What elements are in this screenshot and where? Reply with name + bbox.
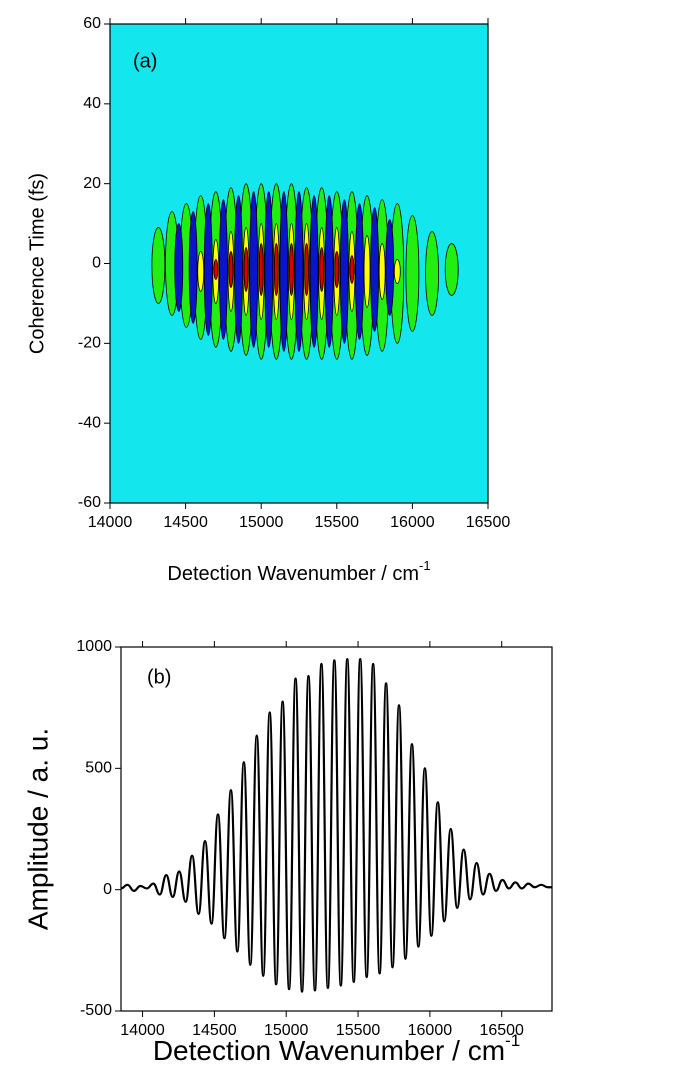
contour-lobe <box>363 235 371 308</box>
contour-lobe <box>188 211 198 324</box>
contour-lobe <box>339 199 349 344</box>
y-tick-label: 1000 <box>76 638 112 655</box>
panel-label: (a) <box>133 50 157 72</box>
contour-lobe <box>289 243 294 296</box>
contour-lobe <box>218 199 228 340</box>
contour-lobe <box>273 243 279 296</box>
contour-lobe <box>228 251 234 288</box>
y-tick-label: 20 <box>83 175 101 192</box>
panel-label: (b) <box>147 666 171 688</box>
chart-panel: 14000 14500 15000 15500 16000 16500 -500 0 500 10… <box>22 638 553 1066</box>
y-tick-label: 0 <box>92 255 101 272</box>
y-tick-label: 0 <box>103 881 112 898</box>
contour-lobe <box>378 243 386 300</box>
y-axis-label: Coherence Time (fs) <box>26 173 48 354</box>
x-tick-label: 16000 <box>390 514 435 531</box>
y-tick-label: -40 <box>78 414 101 431</box>
contour-lobe <box>174 223 184 312</box>
axes-frame <box>120 646 553 1012</box>
x-tick-label: 14000 <box>120 1022 165 1039</box>
y-tick-label: -500 <box>80 1002 112 1019</box>
contour-lobe <box>324 195 334 348</box>
y-axis-label: Amplitude / a. u. <box>22 728 53 930</box>
y-tick-label: 60 <box>83 15 101 32</box>
x-axis-label-main: Detection Wavenumber / cm <box>153 1035 505 1066</box>
contour-lobe <box>243 247 249 292</box>
x-tick-label: 16000 <box>408 1022 453 1039</box>
y-tick-label: -20 <box>78 335 101 352</box>
x-tick-label: 14000 <box>88 514 133 531</box>
contour-lobe <box>349 255 355 284</box>
x-tick-label: 15000 <box>239 514 284 531</box>
contour-lobe <box>304 243 309 296</box>
x-tick-label: 14500 <box>192 1022 237 1039</box>
contour-lobe <box>385 219 395 316</box>
contour-lobe <box>249 191 259 348</box>
y-tick-label: -60 <box>78 494 101 511</box>
contour-lobe <box>444 243 459 296</box>
x-axis-label-main: Detection Wavenumber / cm <box>167 563 419 585</box>
x-axis-label: Detection Wavenumber / cm-1 <box>167 558 430 585</box>
contour-lobe <box>203 203 213 336</box>
contour-lobe <box>294 191 304 352</box>
contour-lobe <box>151 227 166 304</box>
contour-lobe <box>405 215 420 332</box>
contour-lobe <box>258 243 264 296</box>
x-axis-label-sup: -1 <box>505 1031 520 1050</box>
contour-lobe <box>393 259 401 284</box>
contour-lobe <box>264 191 274 348</box>
y-tick-label: 500 <box>85 760 112 777</box>
contour-lobe <box>279 191 289 352</box>
x-tick-label: 15500 <box>336 1022 381 1039</box>
contour-lobe <box>197 251 205 292</box>
x-axis-label-sup: -1 <box>419 558 431 573</box>
x-tick-label: 14500 <box>163 514 208 531</box>
contour-lobe <box>234 195 243 344</box>
signal-line <box>120 658 552 993</box>
x-tick-label: 15000 <box>264 1022 309 1039</box>
contour-lobe <box>355 203 364 340</box>
contour-lobe <box>319 247 325 292</box>
x-tick-label: 16500 <box>479 1022 524 1039</box>
x-axis-label: Detection Wavenumber / cm-1 <box>153 1031 520 1066</box>
chart-panel: 14000 14500 15000 15500 16000 16500 -60 -40 -20 0… <box>26 15 510 585</box>
contour-lobe <box>334 251 340 288</box>
contour-lobe <box>309 195 319 348</box>
x-tick-label: 16500 <box>466 514 511 531</box>
contour-lobe <box>425 231 439 316</box>
contour-lobe <box>370 207 380 332</box>
x-tick-label: 15500 <box>315 514 360 531</box>
contour-lobe <box>213 259 219 280</box>
y-tick-label: 40 <box>83 95 101 112</box>
